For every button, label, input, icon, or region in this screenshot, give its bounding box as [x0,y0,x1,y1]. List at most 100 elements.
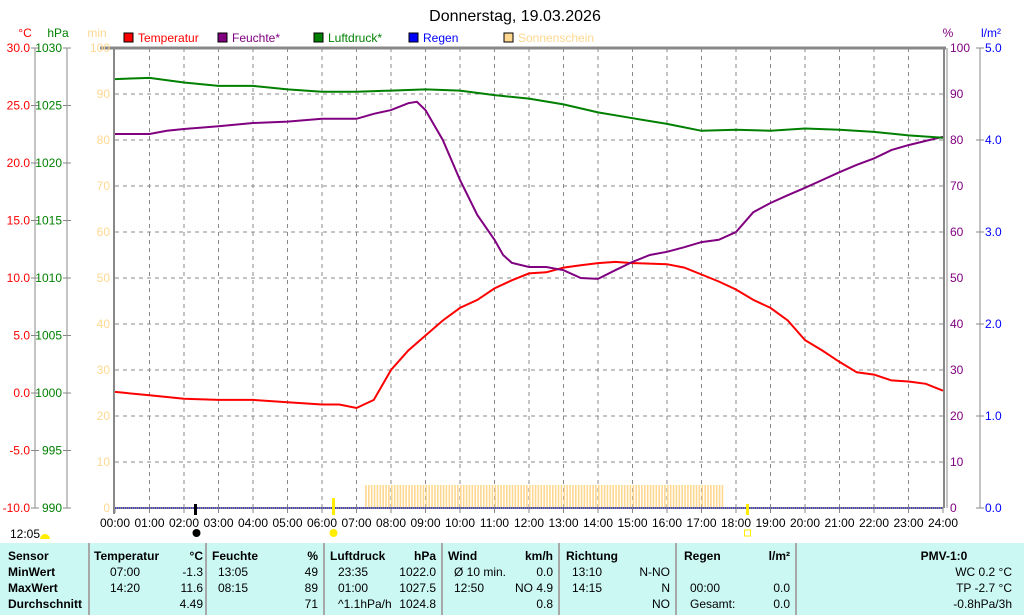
sunshine-bar [710,485,712,508]
sunshine-bar [385,485,387,508]
sunshine-bar [531,485,534,508]
value-cell: NO 4.9 [514,581,553,595]
x-tick-label: 13:00 [548,516,578,530]
value-cell: 1024.8 [399,597,436,611]
humidity-tick-label: 0 [950,501,957,515]
x-tick-label: 23:00 [893,516,923,530]
value-cell: 0.8 [536,597,553,611]
temp-tick-label: -10.0 [3,501,31,515]
sun-tick-label: 40 [97,317,111,331]
sunshine-bar [704,485,706,508]
sunshine-bar [618,485,620,508]
sunshine-bar [600,485,603,508]
x-tick-label: 19:00 [755,516,785,530]
x-tick-label: 03:00 [203,516,233,530]
sunshine-bar [649,485,652,508]
value-cell: 49 [304,565,318,579]
sun-tick-label: 100 [90,41,110,55]
sunshine-bar [635,485,637,508]
x-tick-label: 09:00 [410,516,440,530]
sunshine-bar [566,485,568,508]
sunshine-bar [537,485,540,508]
series-line-temperatur [114,260,944,410]
humidity-tick-label: 90 [950,87,964,101]
sunshine-bar [563,485,566,508]
value-cell: 4.49 [179,597,203,611]
sunshine-bar [517,485,520,508]
sun-events: 12:05 [10,498,751,541]
sunshine-bar [534,485,537,508]
sunshine-bar [572,485,574,508]
sunshine-bar [595,485,597,508]
sunshine-bar [609,485,612,508]
pressure-tick-label: 995 [42,444,62,458]
sunshine-bar [621,485,623,508]
sunshine-bar [425,485,428,508]
sunshine-bar [549,485,551,508]
sunshine-bar [577,485,580,508]
time-cell: 14:15 [572,581,603,595]
value-cell: 0.0 [773,581,790,595]
humidity-tick-label: 30 [950,363,964,377]
rain-tick-label: 0.0 [985,501,1002,515]
header-luftdruck: Luftdruck [330,549,386,563]
header-pmv: PMV-1:0 [920,549,968,563]
sunshine-bar [603,485,606,508]
sunshine-bar [376,485,379,508]
x-tick-label: 16:00 [652,516,682,530]
sunshine-bar [460,485,462,508]
humidity-tick-label: 40 [950,317,964,331]
sunshine-bar [402,485,405,508]
sunshine-bar [468,485,471,508]
legend: Temperatur Feuchte* Luftdruck* Regen Sonnens… [123,31,594,45]
time-cell: 13:10 [572,565,603,579]
time-cell: Gesamt: [690,597,736,611]
header-wind: Wind [448,549,478,563]
sunshine-bar [500,485,502,508]
sun-tick-label: 80 [97,133,111,147]
pressure-unit-label: hPa [47,26,69,40]
sun-half-icon [40,534,50,539]
sunshine-bar [471,485,474,508]
sunshine-bar [575,485,577,508]
sunshine-bar [434,485,436,508]
value-cell: 0.0 [773,597,790,611]
sunshine-bar [477,485,479,508]
legend-swatch-1 [217,32,228,43]
pmv-line: WC 0.2 °C [955,565,1012,579]
rain-tick-label: 2.0 [985,317,1002,331]
pressure-tick-label: 1020 [35,156,62,170]
humidity-tick-label: 60 [950,225,964,239]
chart-title: Donnerstag, 19.03.2026 [429,8,601,25]
sunshine-bar [511,485,514,508]
temp-unit-label: °C [18,26,32,40]
legend-swatch-0 [123,32,134,43]
value-cell: 1022.0 [399,565,436,579]
sunshine-bar [526,485,528,508]
sunshine-bar [698,485,701,508]
humidity-tick-label: 10 [950,455,964,469]
temp-tick-label: -5.0 [9,444,30,458]
temp-tick-label: 30.0 [7,41,31,55]
legend-label: Feuchte* [232,31,280,45]
sunshine-bar [678,485,681,508]
sunshine-bar [411,485,413,508]
sunshine-bar [370,485,373,508]
sunshine-bar [655,485,658,508]
x-tick-label: 10:00 [445,516,475,530]
pressure-tick-label: 1025 [35,99,62,113]
temp-tick-label: 25.0 [7,99,31,113]
column-separator [795,543,797,615]
value-cell: 1027.5 [399,581,436,595]
sunshine-bar [543,485,545,508]
sunshine-bar [508,485,511,508]
sunshine-bar [557,485,560,508]
header-richtung: Richtung [566,549,618,563]
sunshine-bar [485,485,488,508]
sunshine-bar [503,485,505,508]
row-label: MaxWert [8,581,58,595]
sunshine-bar [629,485,632,508]
sunshine-bar [580,485,583,508]
sunshine-bar [365,485,367,508]
x-tick-label: 08:00 [376,516,406,530]
